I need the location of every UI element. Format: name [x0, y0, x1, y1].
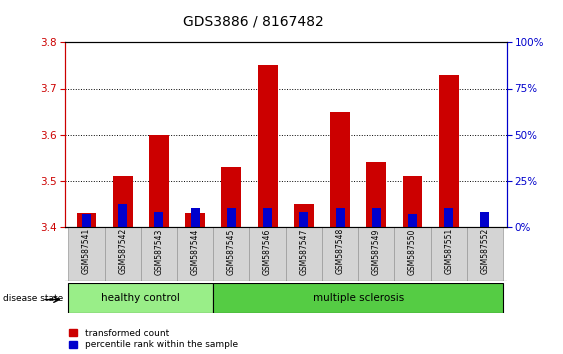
- Legend: transformed count, percentile rank within the sample: transformed count, percentile rank withi…: [69, 329, 238, 349]
- Bar: [154, 212, 163, 227]
- Text: GSM587541: GSM587541: [82, 228, 91, 274]
- Bar: [82, 214, 91, 227]
- Bar: [118, 205, 127, 227]
- Bar: [322, 227, 358, 281]
- Bar: [367, 162, 386, 227]
- Text: GSM587551: GSM587551: [444, 228, 453, 274]
- Bar: [249, 227, 286, 281]
- Bar: [68, 227, 105, 281]
- Bar: [149, 135, 169, 227]
- Bar: [191, 208, 200, 227]
- Bar: [177, 227, 213, 281]
- Text: GSM587549: GSM587549: [372, 228, 381, 275]
- Text: GSM587547: GSM587547: [300, 228, 309, 275]
- Bar: [330, 112, 350, 227]
- Text: GSM587548: GSM587548: [336, 228, 345, 274]
- Text: disease state: disease state: [3, 294, 63, 303]
- Bar: [105, 227, 141, 281]
- Bar: [113, 176, 133, 227]
- Bar: [431, 227, 467, 281]
- Bar: [403, 176, 422, 227]
- Bar: [467, 227, 503, 281]
- Bar: [213, 283, 503, 313]
- Text: multiple sclerosis: multiple sclerosis: [312, 293, 404, 303]
- Bar: [480, 212, 489, 227]
- Bar: [221, 167, 242, 227]
- Text: GDS3886 / 8167482: GDS3886 / 8167482: [183, 14, 324, 28]
- Bar: [141, 227, 177, 281]
- Text: GSM587544: GSM587544: [191, 228, 200, 275]
- Text: GSM587543: GSM587543: [154, 228, 163, 275]
- Bar: [372, 208, 381, 227]
- Bar: [358, 227, 395, 281]
- Bar: [294, 204, 314, 227]
- Bar: [336, 208, 345, 227]
- Bar: [444, 208, 453, 227]
- Bar: [68, 283, 213, 313]
- Bar: [258, 65, 278, 227]
- Text: GSM587546: GSM587546: [263, 228, 272, 275]
- Bar: [395, 227, 431, 281]
- Bar: [263, 208, 272, 227]
- Bar: [408, 214, 417, 227]
- Bar: [213, 227, 249, 281]
- Bar: [439, 75, 459, 227]
- Bar: [185, 213, 205, 227]
- Bar: [77, 213, 96, 227]
- Text: healthy control: healthy control: [101, 293, 180, 303]
- Text: GSM587552: GSM587552: [480, 228, 489, 274]
- Text: GSM587545: GSM587545: [227, 228, 236, 275]
- Text: GSM587550: GSM587550: [408, 228, 417, 275]
- Bar: [300, 212, 309, 227]
- Bar: [286, 227, 322, 281]
- Bar: [227, 208, 236, 227]
- Text: GSM587542: GSM587542: [118, 228, 127, 274]
